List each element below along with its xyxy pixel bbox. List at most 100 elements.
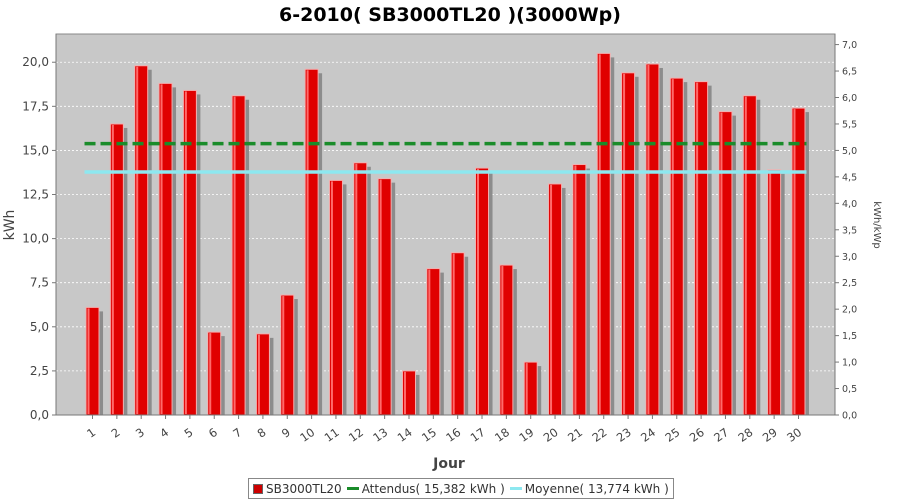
x-tick-label: 30 [784, 425, 804, 445]
bar-highlight [623, 73, 626, 415]
bar-highlight [428, 269, 431, 414]
x-tick-label: 3 [133, 425, 147, 441]
bar-highlight [209, 333, 212, 414]
y-tick-label: 20,0 [22, 55, 49, 69]
bar-highlight [769, 170, 772, 414]
y-tick-label: 12,5 [22, 188, 49, 202]
x-tick-label: 25 [662, 425, 682, 445]
legend-item-average: Moyenne( 13,774 kWh ) [509, 481, 669, 496]
y-tick-label: 17,5 [22, 99, 49, 113]
y-right-tick-label: 2,0 [842, 305, 857, 316]
x-tick-label: 9 [279, 425, 293, 441]
legend-swatch-bars [253, 483, 263, 494]
bar-highlight [306, 70, 309, 415]
bar-highlight [160, 84, 163, 414]
bar-highlight [671, 79, 674, 414]
x-tick-label: 14 [395, 425, 415, 445]
bar-highlight [282, 296, 285, 414]
y-right-tick-label: 4,0 [842, 199, 857, 210]
y-right-tick-label: 3,5 [842, 225, 857, 236]
bar-highlight [87, 308, 90, 414]
legend-item-expected: Attendus( 15,382 kWh ) [346, 481, 505, 496]
legend-label-average: Moyenne( 13,774 kWh ) [524, 481, 669, 496]
bar-highlight [355, 163, 358, 414]
y-tick-label: 15,0 [22, 143, 49, 157]
chart-title: 6-2010( SB3000TL20 )(3000Wp) [279, 4, 621, 26]
y-right-tick-label: 0,0 [842, 411, 857, 422]
bar-highlight [233, 96, 236, 414]
bar-highlight [136, 66, 139, 414]
bar-highlight [452, 253, 455, 414]
y-right-tick-label: 5,5 [842, 119, 857, 130]
y-right-axis-title: kWh/kWp [871, 201, 882, 248]
x-tick-label: 22 [589, 425, 609, 445]
bar-highlight [403, 371, 406, 414]
y-tick-label: 0,0 [30, 408, 49, 422]
y-right-tick-label: 4,5 [842, 172, 857, 183]
x-tick-label: 21 [565, 425, 585, 445]
x-tick-label: 28 [735, 425, 755, 445]
bar-highlight [696, 82, 699, 414]
y-right-tick-label: 0,5 [842, 384, 857, 395]
bar-highlight [184, 91, 187, 414]
bar-highlight [793, 109, 796, 414]
x-tick-label: 10 [297, 425, 317, 445]
y-tick-label: 7,5 [30, 276, 49, 290]
y-tick-label: 10,0 [22, 232, 49, 246]
y-right-tick-label: 1,0 [842, 358, 857, 369]
x-tick-label: 26 [687, 425, 707, 445]
y-right-tick-label: 5,0 [842, 146, 857, 157]
x-tick-label: 2 [109, 425, 123, 441]
x-tick-label: 5 [182, 425, 196, 441]
x-axis-title: Jour [432, 456, 465, 472]
x-tick-label: 20 [541, 425, 561, 445]
bar-highlight [598, 54, 601, 415]
y-right-tick-label: 6,5 [842, 67, 857, 78]
x-tick-label: 17 [468, 425, 488, 445]
legend-label-bars: SB3000TL20 [266, 481, 342, 496]
legend-label-expected: Attendus( 15,382 kWh ) [361, 481, 505, 496]
bar-highlight [574, 165, 577, 414]
bar-highlight [550, 184, 553, 414]
bar-highlight [111, 124, 114, 414]
y-axis-title: kWh [2, 210, 18, 241]
bar-highlight [257, 334, 260, 414]
bar-highlight [501, 266, 504, 414]
x-tick-label: 18 [492, 425, 512, 445]
x-tick-label: 24 [638, 425, 658, 445]
bar-highlight [330, 181, 333, 414]
x-tick-label: 1 [84, 425, 98, 441]
x-tick-label: 15 [419, 425, 439, 445]
bar-highlight [477, 169, 480, 414]
bar-highlight [525, 363, 528, 414]
x-tick-label: 29 [760, 425, 780, 445]
x-tick-label: 7 [230, 425, 244, 441]
bar-highlight [647, 64, 650, 414]
bar-highlight [379, 179, 382, 414]
legend-swatch-expected [346, 487, 359, 490]
legend-item-bars: SB3000TL20 [253, 482, 342, 496]
x-tick-label: 16 [443, 425, 463, 445]
x-tick-label: 23 [614, 425, 634, 445]
legend-swatch-average [509, 487, 522, 490]
x-tick-label: 19 [516, 425, 536, 445]
x-tick-label: 27 [711, 425, 731, 445]
x-tick-label: 13 [370, 425, 390, 445]
y-tick-label: 5,0 [30, 320, 49, 334]
y-right-tick-label: 3,0 [842, 252, 857, 263]
bar-highlight [720, 112, 723, 414]
y-right-tick-label: 2,5 [842, 278, 857, 289]
x-tick-label: 12 [346, 425, 366, 445]
y-right-tick-label: 6,0 [842, 93, 857, 104]
y-tick-label: 2,5 [30, 364, 49, 378]
bar-highlight [744, 96, 747, 414]
y-right-tick-label: 1,5 [842, 331, 857, 342]
legend: SB3000TL20 Attendus( 15,382 kWh ) Moyenn… [248, 478, 674, 499]
y-right-tick-label: 7,0 [842, 40, 857, 51]
x-tick-label: 8 [255, 425, 269, 441]
x-tick-label: 11 [322, 425, 342, 445]
x-tick-label: 6 [206, 425, 220, 441]
x-tick-label: 4 [157, 425, 171, 441]
